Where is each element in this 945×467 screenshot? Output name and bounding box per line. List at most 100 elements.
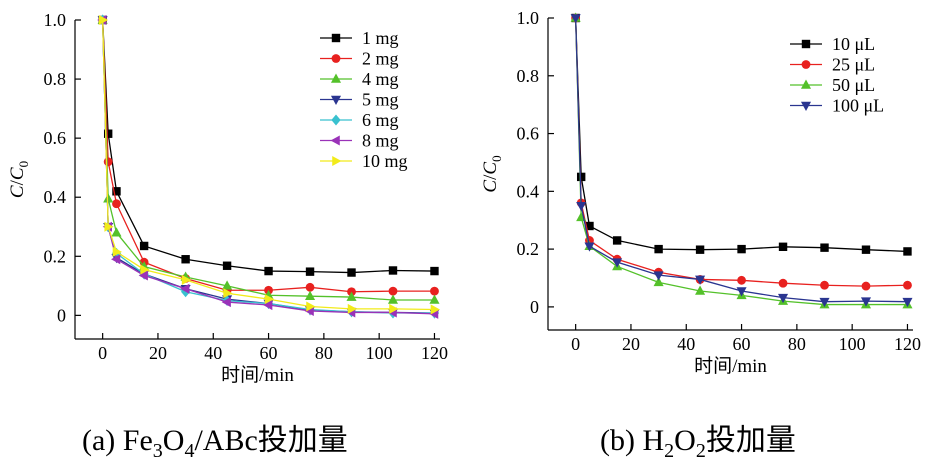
b-x-tick-label: 100	[839, 334, 866, 354]
b-legend-marker	[801, 60, 811, 69]
b-y-label-sub: 0	[489, 155, 504, 162]
b-data-point	[695, 245, 705, 254]
b-data-point	[778, 242, 788, 251]
a-data-point	[264, 294, 275, 305]
b-data-point	[653, 276, 664, 287]
caption-a-sub-1: 3	[152, 440, 163, 462]
b-x-tick-label: 120	[894, 334, 921, 354]
a-data-point	[388, 266, 398, 275]
a-data-point	[103, 129, 113, 138]
a-y-tick-label: 0	[57, 305, 66, 325]
b-y-label-c0: C	[480, 162, 501, 175]
a-legend-marker	[331, 114, 341, 126]
a-data-point	[222, 280, 233, 290]
b-legend-marker	[800, 79, 812, 89]
a-legend-label: 1 mg	[362, 28, 399, 48]
a-data-point	[429, 294, 440, 304]
a-y-label-slash: /	[7, 179, 28, 185]
a-data-point	[111, 254, 121, 265]
b-data-point	[860, 297, 872, 307]
a-legend-label: 6 mg	[362, 110, 399, 130]
a-data-point	[111, 227, 122, 237]
b-data-point	[584, 242, 595, 252]
b-y-tick-label: 0.2	[517, 239, 540, 259]
caption-a: (a) Fe3O4/ABc投加量	[82, 415, 348, 463]
b-x-tick-label: 60	[733, 334, 751, 354]
b-x-tick-label: 0	[571, 334, 580, 354]
a-data-point	[112, 246, 122, 257]
b-data-point	[820, 280, 829, 290]
a-y-axis-label: C/C0	[7, 161, 31, 198]
caption-b-text-2: O	[674, 424, 696, 457]
caption-a-text-3: /ABc投加量	[194, 424, 348, 457]
a-data-point	[181, 274, 192, 285]
a-data-point	[181, 255, 190, 264]
a-y-tick-label: 0.4	[44, 187, 67, 207]
caption-b: (b) H2O2投加量	[600, 415, 796, 463]
b-y-label-slash: /	[480, 174, 501, 180]
a-legend-label: 5 mg	[362, 90, 399, 110]
a-data-point	[304, 290, 316, 300]
a-data-point	[222, 261, 232, 270]
a-data-point	[221, 297, 231, 308]
b-legend-marker	[800, 101, 812, 111]
a-legend-label: 8 mg	[362, 131, 399, 151]
a-data-point	[112, 187, 121, 196]
b-y-tick-label: 0.4	[517, 181, 540, 201]
a-legend-marker	[330, 73, 342, 83]
b-y-tick-label: 0.8	[517, 66, 540, 86]
a-data-point	[430, 304, 440, 315]
a-data-point	[180, 283, 190, 294]
caption-a-sub-2: 4	[184, 440, 195, 462]
a-data-point	[387, 294, 399, 304]
b-data-point	[737, 244, 746, 254]
a-data-point	[347, 268, 356, 277]
a-data-point	[430, 266, 439, 276]
a-data-point	[347, 303, 357, 314]
b-data-point	[777, 293, 789, 304]
a-legend-marker	[332, 155, 342, 167]
a-data-point	[306, 301, 316, 312]
caption-b-text-3: 投加量	[705, 424, 796, 457]
a-data-point	[264, 266, 273, 276]
a-data-point	[388, 286, 398, 296]
caption-b-text-1: (b) H	[600, 424, 665, 457]
b-y-label-c: C	[480, 180, 501, 193]
a-data-point	[140, 264, 150, 275]
caption-b-sub-1: 2	[664, 440, 675, 462]
a-data-point	[430, 286, 439, 296]
b-data-point	[576, 172, 586, 182]
b-data-point	[737, 275, 746, 285]
b-data-point	[903, 280, 912, 290]
a-y-label-c0: C	[7, 167, 28, 180]
a-y-tick-label: 0.2	[44, 246, 67, 266]
a-data-point	[346, 291, 357, 301]
b-legend-label: 25 μL	[832, 55, 875, 75]
b-data-point	[653, 271, 664, 281]
a-legend-label: 2 mg	[362, 49, 399, 69]
b-data-point	[736, 287, 747, 297]
b-data-point	[819, 297, 830, 308]
a-data-point	[104, 221, 114, 232]
a-x-tick-label: 60	[260, 343, 278, 363]
a-legend-marker	[330, 135, 340, 146]
a-legend-label: 10 mg	[362, 151, 408, 171]
b-data-point	[861, 281, 871, 291]
b-data-point	[612, 236, 622, 245]
b-data-point	[861, 245, 871, 254]
b-legend-marker	[801, 39, 811, 49]
a-data-point	[305, 282, 315, 292]
a-x-tick-label: 20	[149, 343, 167, 363]
a-data-point	[103, 193, 114, 203]
b-y-tick-label: 0	[530, 297, 539, 317]
b-legend-label: 50 μL	[832, 75, 875, 95]
b-series-3	[570, 14, 913, 308]
b-x-tick-label: 40	[677, 334, 695, 354]
b-y-tick-label: 1.0	[517, 8, 540, 28]
a-y-tick-label: 0.8	[44, 69, 67, 89]
a-x-tick-label: 100	[366, 343, 393, 363]
b-data-point	[570, 14, 581, 24]
